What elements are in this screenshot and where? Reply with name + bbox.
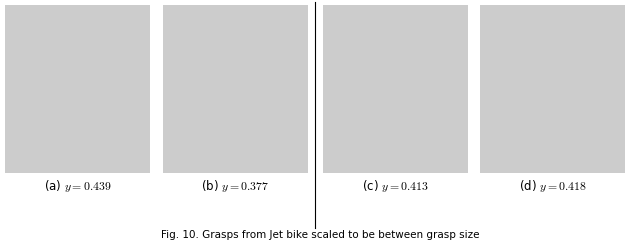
- Text: (a) $y = 0.439$: (a) $y = 0.439$: [44, 178, 111, 194]
- Text: (c) $y = 0.413$: (c) $y = 0.413$: [362, 178, 429, 194]
- Text: Fig. 10. Grasps from Jet bike scaled to be between grasp size: Fig. 10. Grasps from Jet bike scaled to …: [161, 230, 479, 240]
- Text: (d) $y = 0.418$: (d) $y = 0.418$: [518, 178, 586, 194]
- Text: (b) $y = 0.377$: (b) $y = 0.377$: [202, 178, 269, 194]
